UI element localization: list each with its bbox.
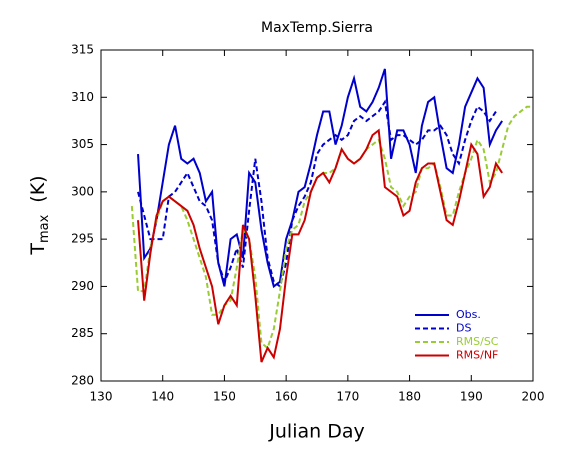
series-line	[137, 68, 503, 289]
y-label-main: T	[27, 243, 49, 256]
y-label-unit: (K)	[27, 175, 49, 202]
series-line	[137, 99, 497, 289]
x-axis-label: Julian Day	[268, 421, 364, 443]
series-line	[137, 128, 503, 363]
legend-label: RMS/NF	[456, 349, 498, 362]
y-tick-label: 300	[71, 184, 94, 198]
y-axis-label: Tmax (K)	[27, 175, 52, 255]
y-tick-label: 305	[71, 137, 94, 151]
y-tick-label: 285	[71, 326, 94, 340]
y-tick-label: 290	[71, 279, 94, 293]
x-tick-label: 140	[151, 390, 174, 404]
legend-label: DS	[456, 322, 471, 335]
x-tick-label: 180	[398, 390, 421, 404]
x-tick-label: 150	[213, 390, 236, 404]
y-label-sub: max	[37, 214, 52, 243]
y-tick-label: 280	[71, 374, 94, 388]
y-tick-label: 295	[71, 232, 94, 246]
x-tick-label: 130	[90, 390, 113, 404]
legend-label: RMS/SC	[456, 335, 499, 348]
x-tick-label: 190	[460, 390, 483, 404]
plot-frame	[100, 49, 534, 382]
x-tick-label: 170	[336, 390, 359, 404]
chart-title: MaxTemp.Sierra	[261, 20, 373, 36]
y-tick-label: 310	[71, 90, 94, 104]
x-tick-label: 160	[275, 390, 298, 404]
legend-label: Obs.	[456, 308, 481, 321]
y-tick-label: 315	[71, 43, 94, 57]
x-tick-label: 200	[522, 390, 545, 404]
